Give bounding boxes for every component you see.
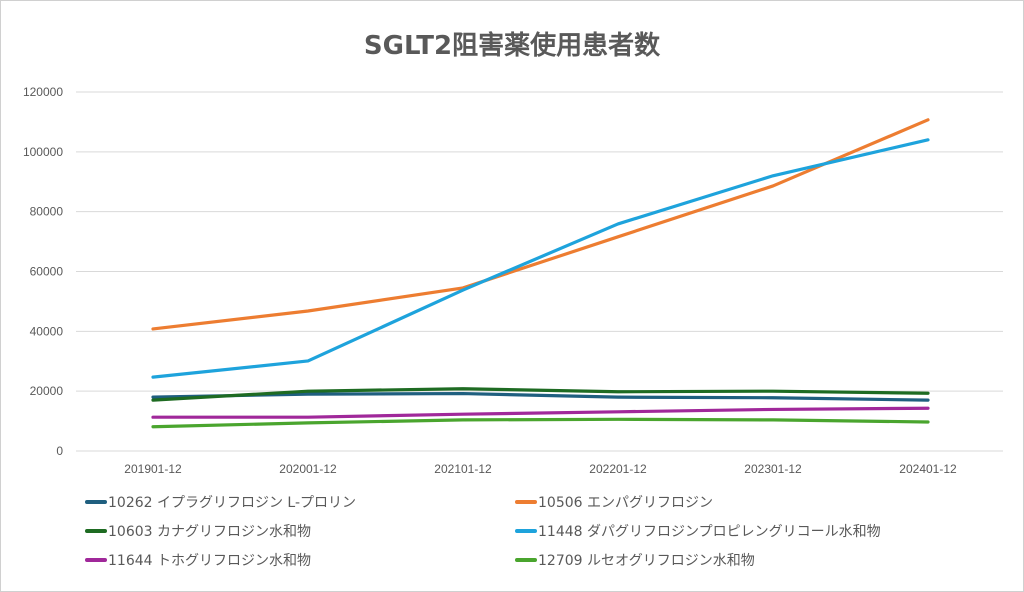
legend-swatch <box>515 558 537 562</box>
series-line-11644 <box>151 406 930 419</box>
series-line-10506 <box>151 118 930 331</box>
legend-swatch <box>85 500 107 504</box>
legend-item: 10506 エンパグリフロジン <box>515 493 985 511</box>
x-tick-label: 202101-12 <box>434 462 492 476</box>
x-tick-label: 201901-12 <box>124 462 182 476</box>
series-line-10603 <box>151 387 930 402</box>
y-tick-label: 0 <box>56 444 63 458</box>
x-tick-label: 202301-12 <box>744 462 802 476</box>
x-tick-label: 202401-12 <box>899 462 957 476</box>
y-tick-label: 120000 <box>23 85 63 99</box>
series-line-11448 <box>151 138 930 379</box>
legend-item: 12709 ルセオグリフロジン水和物 <box>515 551 985 569</box>
legend: 10262 イプラグリフロジン L-プロリン 10506 エンパグリフロジン 106… <box>85 493 985 569</box>
legend-label: 11448 ダパグリフロジンプロピレングリコール水和物 <box>538 524 881 540</box>
y-tick-label: 40000 <box>30 324 64 338</box>
legend-item: 11644 トホグリフロジン水和物 <box>85 551 515 569</box>
legend-swatch <box>515 529 537 533</box>
legend-swatch <box>515 500 537 504</box>
legend-label: 10262 イプラグリフロジン L-プロリン <box>108 495 357 511</box>
legend-item: 10603 カナグリフロジン水和物 <box>85 522 515 540</box>
legend-swatch <box>85 529 107 533</box>
y-tick-label: 100000 <box>23 145 63 159</box>
legend-swatch <box>85 558 107 562</box>
legend-label: 12709 ルセオグリフロジン水和物 <box>538 553 755 569</box>
legend-label: 10506 エンパグリフロジン <box>538 495 713 511</box>
legend-item: 10262 イプラグリフロジン L-プロリン <box>85 493 515 511</box>
y-tick-label: 80000 <box>30 205 64 219</box>
legend-label: 11644 トホグリフロジン水和物 <box>108 553 311 569</box>
x-tick-label: 202001-12 <box>279 462 337 476</box>
legend-item: 11448 ダパグリフロジンプロピレングリコール水和物 <box>515 522 985 540</box>
x-tick-label: 202201-12 <box>589 462 647 476</box>
y-tick-label: 60000 <box>30 265 64 279</box>
y-tick-label: 20000 <box>30 384 64 398</box>
series-line-10262 <box>151 391 930 402</box>
chart-title: SGLT2阻害薬使用患者数 <box>363 31 661 61</box>
series-line-12709 <box>151 417 930 429</box>
legend-label: 10603 カナグリフロジン水和物 <box>108 524 311 540</box>
